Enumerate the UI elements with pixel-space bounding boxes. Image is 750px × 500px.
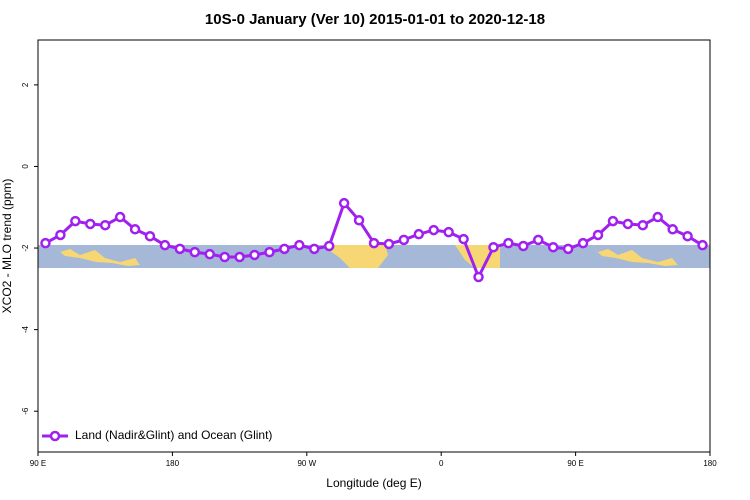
data-point	[189, 246, 201, 258]
y-tick-label: -4	[21, 326, 30, 334]
land	[455, 245, 500, 268]
x-tick-label: 0	[439, 459, 444, 468]
data-point	[204, 248, 215, 260]
data-point	[234, 251, 245, 263]
data-point	[219, 251, 230, 263]
data-point	[428, 224, 439, 236]
data-point	[249, 249, 260, 261]
data-point	[682, 230, 693, 242]
data-point	[174, 243, 186, 255]
land	[322, 245, 388, 268]
data-point	[323, 240, 335, 252]
data-point	[592, 229, 604, 241]
data-point	[55, 229, 66, 241]
data-point	[413, 228, 425, 240]
data-point	[398, 234, 410, 246]
x-tick-label: 90 E	[30, 459, 46, 468]
x-axis-label: Longitude (deg E)	[326, 476, 421, 490]
land	[590, 245, 678, 266]
data-point	[279, 243, 290, 255]
legend-label: Land (Nadir&Glint) and Ocean (Glint)	[75, 428, 272, 442]
chart-title: 10S-0 January (Ver 10) 2015-01-01 to 202…	[205, 11, 545, 28]
data-point	[577, 237, 589, 249]
data-point	[129, 224, 141, 235]
x-tick-label: 90 W	[297, 459, 316, 468]
data-point	[368, 237, 380, 249]
data-point	[458, 233, 469, 245]
data-point	[159, 239, 171, 251]
data-point	[488, 241, 499, 253]
data-point	[697, 239, 708, 251]
plot-frame	[37, 39, 711, 453]
data-point	[503, 237, 514, 249]
data-point	[294, 239, 305, 251]
x-tick-label: 90 E	[567, 459, 583, 468]
data-point	[309, 243, 320, 255]
data-point	[99, 219, 111, 231]
data-point	[40, 237, 51, 249]
data-point	[443, 226, 454, 238]
data-point	[533, 234, 544, 246]
land	[52, 245, 140, 266]
data-point	[338, 197, 350, 209]
x-tick-label: 180	[166, 459, 180, 468]
y-tick-label: 0	[21, 164, 30, 169]
y-tick-label: 2	[21, 82, 30, 87]
y-tick-label: -2	[21, 244, 30, 252]
data-point	[652, 211, 663, 223]
x-tick-label: 180	[703, 459, 717, 468]
data-point	[518, 240, 529, 252]
data-point	[264, 246, 275, 258]
data-point	[144, 230, 156, 242]
y-tick-label: -6	[21, 407, 30, 415]
data-point	[353, 215, 365, 226]
data-point	[114, 211, 126, 223]
data-point	[607, 215, 619, 227]
y-axis-label: XCO2 - MLO trend (ppm)	[0, 179, 14, 314]
map-band	[38, 245, 710, 268]
data-point	[473, 271, 484, 283]
data-point	[562, 243, 574, 255]
data-point	[70, 215, 81, 227]
data-point	[637, 219, 649, 231]
data-point	[622, 218, 634, 230]
data-point	[667, 224, 678, 235]
data-point	[383, 238, 395, 250]
data-point	[547, 241, 559, 253]
data-point	[85, 218, 96, 230]
legend-marker	[49, 430, 61, 442]
